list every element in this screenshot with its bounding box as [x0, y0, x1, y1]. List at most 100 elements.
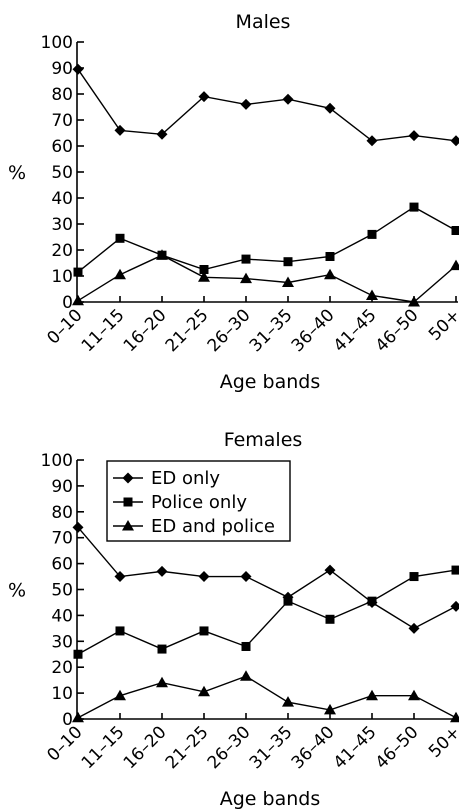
y-tick-label: 0	[62, 710, 73, 730]
data-point-ed-only	[324, 564, 336, 576]
series-line-ed-only	[77, 526, 457, 630]
data-point-ed-and-police	[282, 696, 294, 707]
data-point-police-only	[73, 649, 83, 659]
data-point-ed-only	[156, 565, 168, 577]
data-point-ed-and-police	[450, 711, 459, 723]
data-point-ed-and-police	[156, 249, 168, 260]
legend-box	[106, 460, 291, 542]
y-tick-label: 90	[51, 59, 73, 79]
x-tick-label: 31–35	[246, 305, 297, 356]
y-tick-label: 40	[51, 606, 73, 626]
x-tick-label: 21–25	[162, 722, 213, 773]
data-point-police-only	[325, 614, 335, 624]
series-ed-only	[72, 63, 459, 147]
data-point-ed-only	[240, 98, 252, 110]
y-tick-label: 60	[51, 555, 73, 575]
x-tick-label: 11–15	[78, 722, 129, 773]
x-tick-label: 46–50	[372, 722, 423, 773]
y-tick-label: 100	[41, 451, 73, 471]
data-point-police-only	[241, 641, 251, 651]
data-point-ed-and-police	[114, 268, 126, 280]
x-tick-label: 16–20	[120, 305, 171, 356]
data-point-ed-and-police	[324, 703, 336, 715]
y-tick-label: 80	[51, 503, 73, 523]
legend-marker	[122, 520, 134, 531]
x-tick-label: 26–30	[204, 305, 255, 356]
data-point-police-only	[409, 202, 419, 212]
chart-title: Males	[236, 11, 291, 33]
data-point-police-only	[115, 626, 125, 636]
y-tick-label: 40	[51, 189, 73, 209]
x-tick-label: 26–30	[204, 722, 255, 773]
chart-title: Females	[224, 429, 303, 451]
data-point-ed-and-police	[324, 268, 336, 280]
data-point-ed-and-police	[408, 689, 420, 701]
series-police-only	[73, 202, 459, 277]
y-tick-label: 90	[51, 477, 73, 497]
x-tick-label: 50+	[425, 722, 459, 762]
y-tick-label: 10	[51, 267, 73, 287]
data-point-police-only	[409, 572, 419, 582]
y-tick-label: 60	[51, 137, 73, 157]
x-axis-label: Age bands	[220, 788, 321, 810]
y-tick-label: 0	[62, 293, 73, 313]
data-point-ed-and-police	[72, 711, 84, 723]
data-point-police-only	[199, 626, 209, 636]
y-tick-label: 20	[51, 658, 73, 678]
data-point-police-only	[157, 644, 167, 654]
data-point-ed-and-police	[366, 689, 378, 701]
series-ed-and-police	[72, 670, 459, 723]
series-ed-and-police	[72, 249, 459, 307]
y-tick-label: 80	[51, 85, 73, 105]
data-point-ed-and-police	[114, 689, 126, 701]
legend-marker	[122, 472, 134, 484]
data-point-ed-and-police	[198, 271, 210, 282]
data-point-ed-and-police	[450, 259, 459, 271]
y-tick-label: 30	[51, 632, 73, 652]
x-axis-label: Age bands	[220, 371, 321, 393]
data-point-police-only	[325, 252, 335, 261]
legend-label: ED only	[151, 468, 220, 489]
data-point-police-only	[241, 254, 251, 264]
x-tick-label: 50+	[425, 305, 459, 345]
data-point-ed-only	[450, 135, 459, 147]
x-tick-label: 46–50	[372, 305, 423, 356]
data-point-police-only	[367, 596, 377, 606]
y-tick-label: 50	[51, 581, 73, 601]
legend-label: ED and police	[151, 516, 275, 537]
data-point-ed-only	[408, 622, 420, 634]
y-tick-label: 30	[51, 215, 73, 235]
data-point-police-only	[283, 596, 293, 606]
x-tick-label: 36–40	[288, 722, 339, 773]
x-tick-label: 31–35	[246, 722, 297, 773]
data-point-ed-only	[156, 128, 168, 140]
chart-panel-males: Males0102030405060708090100%0–1011–1516–…	[8, 11, 459, 393]
y-tick-label: 50	[51, 163, 73, 183]
data-point-police-only	[283, 257, 293, 267]
y-tick-label: 100	[41, 33, 73, 53]
x-tick-label: 21–25	[162, 305, 213, 356]
series-line-police-only	[77, 569, 457, 655]
x-tick-label: 16–20	[120, 722, 171, 773]
series-line-ed-and-police	[77, 675, 457, 719]
legend-marker	[123, 497, 133, 507]
data-point-police-only	[451, 565, 459, 575]
data-point-ed-only	[72, 63, 84, 75]
series-line-ed-only	[77, 68, 457, 142]
data-point-police-only	[451, 226, 459, 235]
data-point-ed-only	[114, 571, 126, 583]
data-point-ed-and-police	[408, 296, 420, 307]
data-point-ed-only	[198, 91, 210, 103]
data-point-police-only	[73, 267, 83, 277]
y-tick-label: 20	[51, 241, 73, 261]
data-point-ed-only	[72, 521, 84, 533]
data-point-ed-only	[408, 130, 420, 142]
x-tick-label: 41–45	[330, 722, 381, 773]
series-line-ed-and-police	[77, 254, 457, 303]
data-point-ed-only	[324, 102, 336, 114]
data-point-ed-and-police	[282, 276, 294, 287]
data-point-ed-only	[450, 600, 459, 612]
data-point-ed-only	[114, 124, 126, 136]
data-point-ed-and-police	[156, 676, 168, 688]
